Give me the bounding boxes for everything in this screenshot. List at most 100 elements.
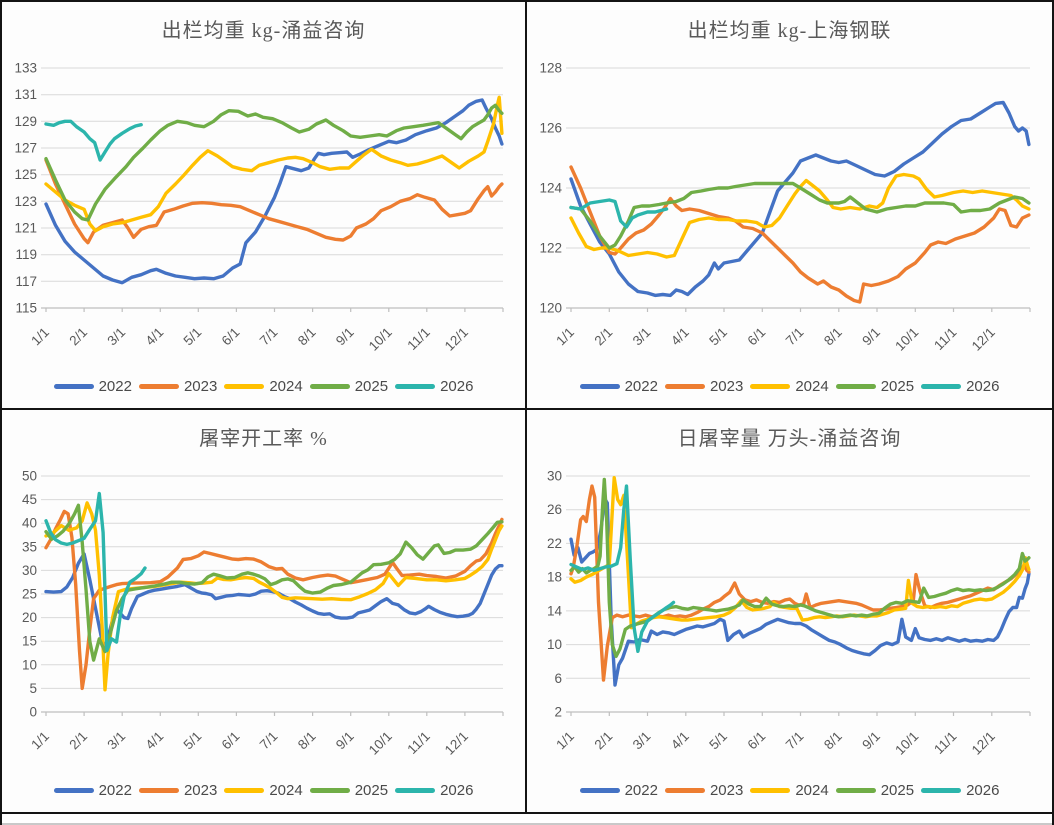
series-line-2024 [569,172,1031,259]
svg-text:2/1: 2/1 [66,729,90,753]
svg-text:8/1: 8/1 [821,729,845,753]
chart-panel-avg-weight-yongyi: 115 117 119 121 123 125 127 129 131 133 1/1 2/1 3/1 4… [2,2,527,410]
svg-text:1/1: 1/1 [28,729,52,753]
x-axis-labels: 1/1 2/1 3/1 4/1 5/1 6/1 7/1 8/1 9/1 10/1 11/1 12/1 [553,729,998,758]
y-axis-labels: 0 5 10 15 20 25 30 35 40 45 50 [22,469,37,720]
svg-text:6: 6 [554,671,562,686]
svg-text:8/1: 8/1 [295,729,319,753]
svg-text:7/1: 7/1 [257,729,281,753]
legend-item-2022: 2022 [579,782,658,799]
svg-text:121: 121 [14,221,37,236]
svg-text:10/1: 10/1 [366,325,395,354]
svg-text:26: 26 [547,502,562,517]
legend-label-2022: 2022 [98,378,132,395]
legend-swatch-2024 [224,788,265,793]
svg-text:3/1: 3/1 [104,729,128,753]
x-axis-labels: 1/1 2/1 3/1 4/1 5/1 6/1 7/1 8/1 9/1 10/1 11/1 12/1 [28,729,471,758]
svg-text:40: 40 [22,516,37,531]
svg-text:14: 14 [547,603,563,618]
svg-text:2/1: 2/1 [66,325,90,349]
svg-text:9/1: 9/1 [333,729,357,753]
legend-swatch-2025 [835,788,876,793]
series-line-2023 [44,509,504,691]
legend-swatch-2024 [750,788,791,793]
svg-text:3/1: 3/1 [630,729,654,753]
legend-item-2024: 2024 [750,782,829,799]
x-axis-labels: 1/1 2/1 3/1 4/1 5/1 6/1 7/1 8/1 9/1 10/1 11/1 12/1 [553,325,998,354]
legend-swatch-2022 [579,788,620,793]
legend-label-2024: 2024 [269,782,303,799]
svg-text:7/1: 7/1 [783,729,807,753]
legend-swatch-2022 [579,384,620,389]
svg-text:1/1: 1/1 [553,729,577,753]
legend-item-2026: 2026 [921,782,999,799]
svg-text:8/1: 8/1 [295,325,319,349]
series-line-2023 [44,158,504,245]
x-axis-labels: 1/1 2/1 3/1 4/1 5/1 6/1 7/1 8/1 9/1 10/1 11/1 12/1 [28,325,471,354]
svg-text:11/1: 11/1 [404,729,432,757]
svg-text:120: 120 [539,301,562,316]
legend-swatch-2023 [664,788,705,793]
legend-label-2023: 2023 [183,378,218,395]
svg-text:119: 119 [15,247,37,262]
svg-text:1/1: 1/1 [28,325,52,349]
legend-label-2024: 2024 [795,378,829,395]
legend: 2022 2023 2024 2025 2026 [2,378,525,395]
legend-swatch-2023 [138,384,179,389]
legend-item-2022: 2022 [579,378,658,395]
svg-text:2: 2 [554,705,562,720]
x-axis [41,711,504,716]
svg-text:10/1: 10/1 [892,729,921,758]
svg-text:10: 10 [22,657,37,672]
chart-panel-daily-slaughter-volume: 2 6 10 14 18 22 26 30 1/1 2/1 3/1 4/1 5/1 6/1 7/1 8/1 9/… [527,410,1052,814]
svg-text:12/1: 12/1 [969,729,998,758]
svg-text:2/1: 2/1 [592,729,616,753]
svg-text:18: 18 [547,570,562,585]
svg-text:5/1: 5/1 [181,729,205,753]
svg-text:20: 20 [22,610,37,625]
svg-text:5/1: 5/1 [181,325,205,349]
chart-title: 屠宰开工率 % [199,428,328,450]
svg-text:11/1: 11/1 [931,729,959,757]
legend-item-2024: 2024 [224,378,303,395]
legend-swatch-2022 [53,384,94,389]
chart-title: 日屠宰量 万头-涌益咨询 [677,428,902,450]
y-axis-labels: 120 122 124 126 128 [539,61,562,316]
series-line-2022 [569,100,1031,298]
svg-text:12/1: 12/1 [969,325,998,354]
svg-text:3/1: 3/1 [630,325,654,349]
legend: 2022 2023 2024 2025 2026 [527,782,1052,799]
gridlines [41,67,503,309]
svg-text:4/1: 4/1 [668,729,692,753]
legend: 2022 2023 2024 2025 2026 [2,782,525,799]
svg-text:5/1: 5/1 [706,729,730,753]
series-line-2023 [569,165,1031,304]
series-line-2024 [44,501,504,692]
svg-text:6/1: 6/1 [219,325,243,349]
x-axis [41,307,504,312]
legend-swatch-2023 [138,788,179,793]
legend-swatch-2025 [835,384,876,389]
legend-item-2026: 2026 [921,378,999,395]
legend-item-2022: 2022 [53,782,132,799]
series-line-2026 [44,119,143,162]
legend: 2022 2023 2024 2025 2026 [527,378,1052,395]
legend-item-2024: 2024 [750,378,829,395]
svg-text:5: 5 [29,681,37,696]
svg-text:4/1: 4/1 [143,729,167,753]
svg-text:126: 126 [539,121,562,136]
series-line-2026 [569,484,676,654]
x-axis [566,307,1031,312]
chart-panel-slaughter-operation-rate: 0 5 10 15 20 25 30 35 40 45 50 1/1 2/1 3/1 4/1 5/1 6/1 7/… [2,410,527,814]
legend-item-2025: 2025 [309,378,389,395]
svg-text:4/1: 4/1 [143,325,167,349]
svg-text:12/1: 12/1 [442,325,471,354]
svg-text:9/1: 9/1 [333,325,357,349]
legend-label-2025: 2025 [354,378,389,395]
legend-swatch-2025 [309,788,350,793]
legend-swatch-2026 [395,788,436,793]
svg-text:10/1: 10/1 [366,729,395,758]
legend-item-2023: 2023 [138,782,217,799]
